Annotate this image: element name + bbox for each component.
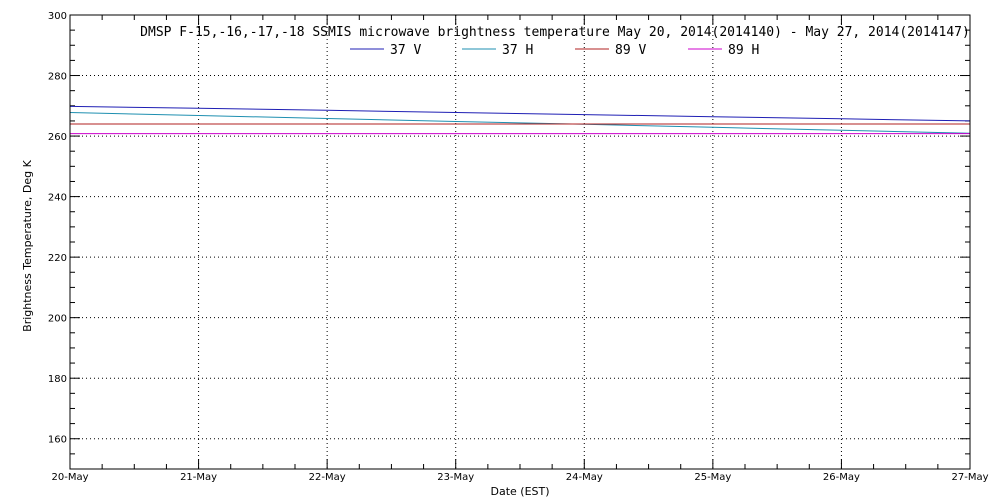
x-tick-label: 23-May	[437, 472, 474, 483]
x-axis-label: Date (EST)	[490, 485, 549, 498]
y-tick-labels: 160 180 200 220 240 260 280 300	[48, 11, 67, 446]
plot-frame	[69, 14, 971, 470]
chart-title: DMSP F-15,-16,-17,-18 SSMIS microwave br…	[140, 25, 970, 40]
y-tick-label: 160	[48, 435, 67, 446]
x-tick-label: 27-May	[951, 472, 988, 483]
x-tick-label: 22-May	[309, 472, 346, 483]
series-line-37-h	[69, 112, 971, 134]
legend-label-89-h: 89 H	[728, 43, 759, 58]
y-tick-label: 300	[48, 11, 67, 22]
legend-label-37-v: 37 V	[390, 43, 421, 58]
x-tick-label: 24-May	[566, 472, 603, 483]
y-tick-label: 220	[48, 253, 67, 264]
x-tick-labels: 20-May 21-May 22-May 23-May 24-May 25-May 26-M…	[51, 472, 988, 483]
y-tick-label: 240	[48, 193, 67, 204]
y-axis-label: Brightness Temperature, Deg K	[21, 159, 34, 331]
legend-label-89-v: 89 V	[615, 43, 646, 58]
y-tick-label: 200	[48, 314, 67, 325]
x-tick-label: 26-May	[823, 472, 860, 483]
y-tick-label: 180	[48, 374, 67, 385]
legend-label-37-h: 37 H	[502, 43, 533, 58]
y-tick-label: 280	[48, 72, 67, 83]
series-lines	[69, 105, 971, 135]
x-tick-label: 21-May	[180, 472, 217, 483]
x-tick-label: 25-May	[694, 472, 731, 483]
series-line-37-v	[69, 105, 971, 122]
legend: 37 V 37 H 89 V 89 H	[350, 43, 759, 58]
x-tick-label: 20-May	[51, 472, 88, 483]
y-tick-label: 260	[48, 132, 67, 143]
